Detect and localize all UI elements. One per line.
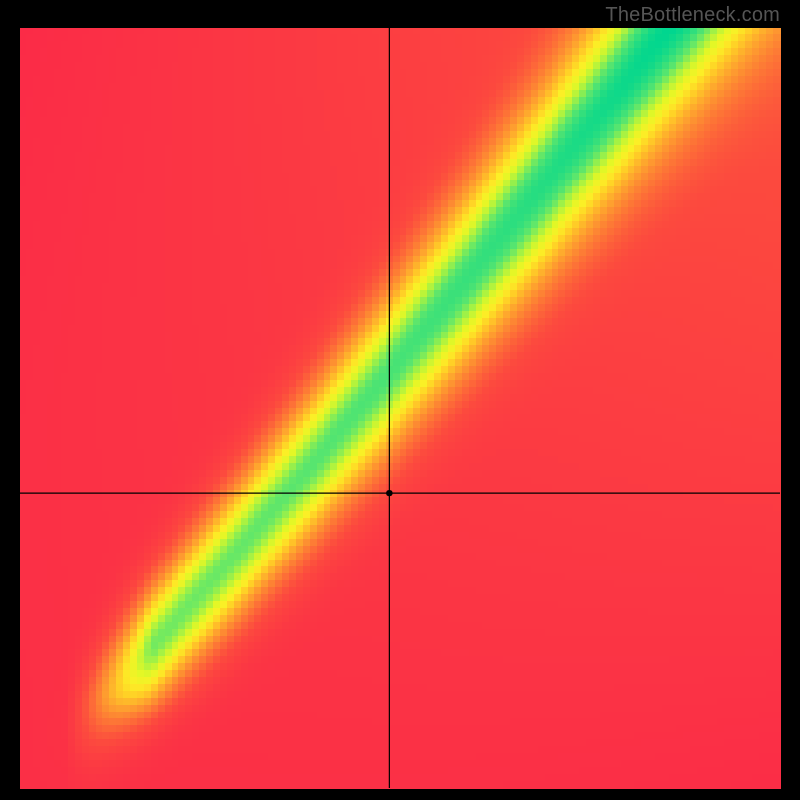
heatmap-canvas — [0, 0, 800, 800]
watermark-text: TheBottleneck.com — [605, 4, 780, 27]
chart-container: TheBottleneck.com — [0, 0, 800, 800]
